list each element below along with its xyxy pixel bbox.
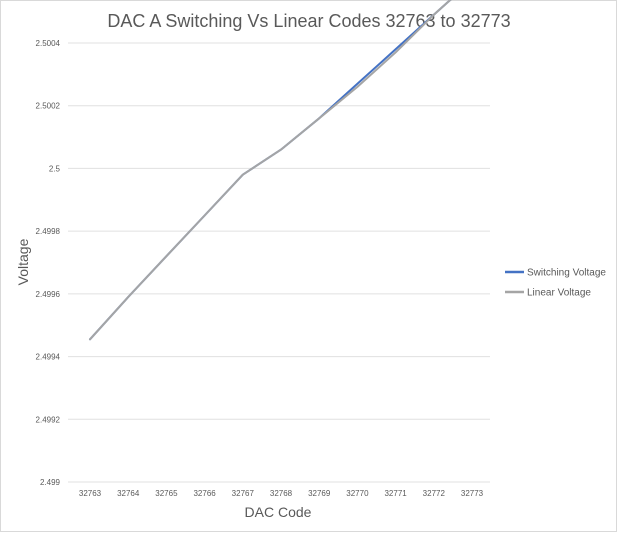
- legend-label: Linear Voltage: [527, 288, 591, 299]
- y-tick-label: 2.4992: [36, 415, 61, 424]
- series-lines: [89, 0, 452, 341]
- y-axis-title: Voltage: [15, 238, 31, 285]
- x-axis-ticks: 32763 32764 32765 32766 32767 32768 32769 32770…: [79, 489, 484, 498]
- x-tick-label: 32763: [79, 489, 102, 498]
- x-tick-label: 32765: [155, 489, 178, 498]
- chart-title: DAC A Switching Vs Linear Codes 32763 to…: [107, 11, 510, 31]
- legend: Switching Voltage Linear Voltage: [505, 268, 606, 299]
- y-tick-label: 2.4994: [36, 353, 61, 362]
- x-tick-label: 32768: [270, 489, 293, 498]
- x-tick-label: 32766: [193, 489, 216, 498]
- x-tick-label: 32772: [423, 489, 446, 498]
- x-tick-label: 32773: [461, 489, 484, 498]
- y-tick-label: 2.4998: [36, 227, 61, 236]
- x-tick-label: 32764: [117, 489, 140, 498]
- x-tick-label: 32770: [346, 489, 369, 498]
- legend-label: Switching Voltage: [527, 268, 606, 279]
- y-axis-ticks: 2.499 2.4992 2.4994 2.4996 2.4998 2.5 2.5002 2.…: [36, 39, 61, 487]
- series-line-switching-voltage: [89, 0, 452, 341]
- gridlines: [68, 42, 490, 483]
- y-tick-label: 2.5002: [36, 102, 61, 111]
- x-axis-title: DAC Code: [245, 504, 312, 520]
- y-tick-label: 2.5: [49, 164, 61, 173]
- x-tick-label: 32769: [308, 489, 331, 498]
- y-tick-label: 2.4996: [36, 290, 61, 299]
- x-tick-label: 32767: [232, 489, 255, 498]
- x-tick-label: 32771: [384, 489, 407, 498]
- y-tick-label: 2.499: [40, 478, 61, 487]
- series-line-linear-voltage: [89, 0, 452, 341]
- y-tick-label: 2.5004: [36, 39, 61, 48]
